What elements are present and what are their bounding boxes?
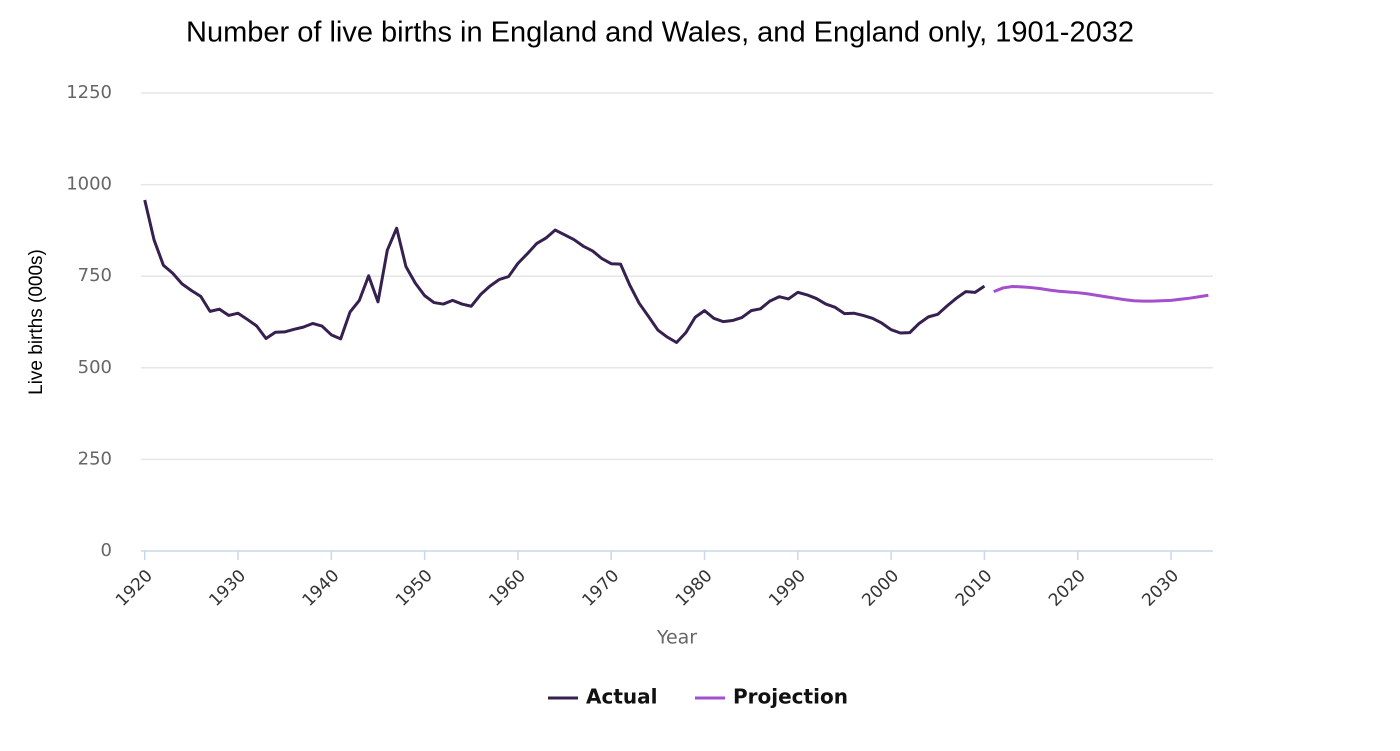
x-tick-label: 2030	[1138, 566, 1183, 611]
y-tick-label: 250	[78, 448, 112, 469]
x-tick-label: 1950	[392, 566, 437, 611]
x-tick-label: 1940	[299, 566, 344, 611]
series-line	[143, 199, 986, 345]
legend-label: Actual	[586, 685, 657, 709]
y-axis-title: Live births (000s)	[26, 249, 47, 395]
y-tick-label: 500	[78, 357, 112, 378]
x-tick-label: 2020	[1045, 566, 1090, 611]
x-tick-label: 1990	[765, 566, 810, 611]
x-tick-label: 1920	[112, 566, 157, 611]
y-tick-label: 1000	[66, 174, 112, 195]
x-tick-label: 1960	[485, 566, 530, 611]
legend-label: Projection	[733, 685, 848, 709]
chart-title: Number of live births in England and Wal…	[186, 17, 1134, 49]
series-line	[993, 284, 1209, 303]
x-tick-label: 1970	[579, 566, 624, 611]
y-tick-label: 0	[101, 540, 112, 561]
x-tick-label: 1930	[205, 566, 250, 611]
y-tick-label: 750	[78, 265, 112, 286]
y-tick-label: 1250	[66, 82, 112, 103]
x-axis-title: Year	[656, 627, 697, 649]
x-tick-label: 2000	[858, 566, 903, 611]
x-tick-label: 1980	[672, 566, 717, 611]
x-tick-label: 2010	[952, 566, 997, 611]
